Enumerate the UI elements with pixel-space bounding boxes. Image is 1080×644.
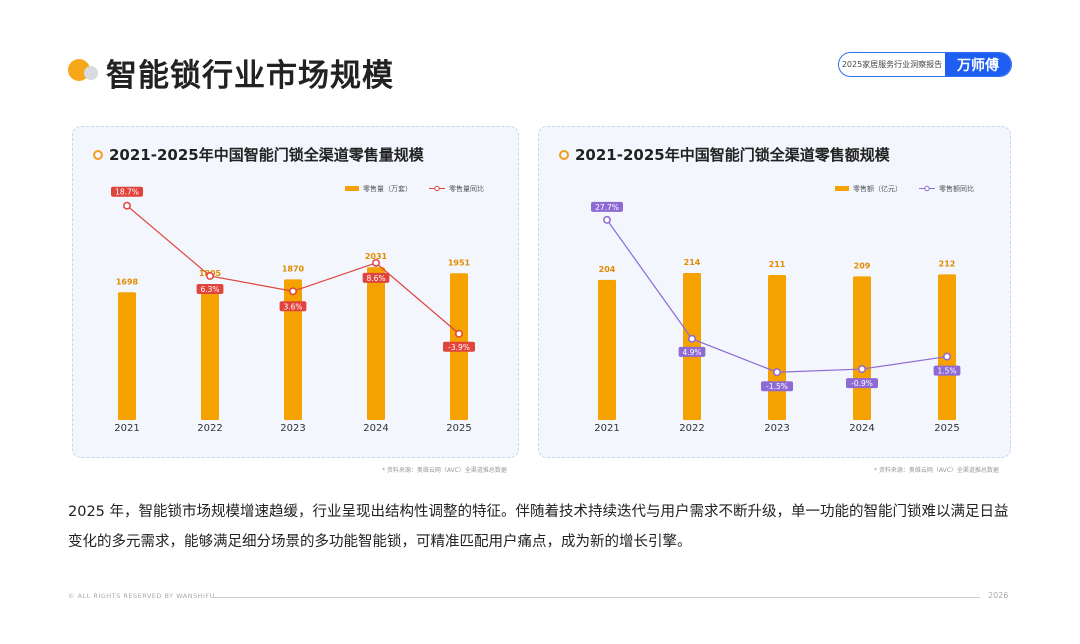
x-tick-label-2024: 2024 — [849, 423, 874, 434]
yoy-point-2022 — [206, 272, 214, 280]
yoy-label-2024: -0.9% — [851, 379, 873, 388]
legend-bar-label: 零售量（万套） — [363, 184, 412, 193]
bar-2025 — [938, 274, 956, 420]
footer-rights: © ALL RIGHTS RESERVED BY WANSHIFU — [68, 592, 215, 600]
yoy-label-2022: 4.9% — [682, 348, 701, 357]
yoy-label-2025: 1.5% — [937, 367, 956, 376]
yoy-point-2023 — [289, 287, 297, 296]
bar-value-label-2022: 214 — [684, 258, 701, 267]
yoy-label-box-2022 — [678, 346, 706, 357]
yoy-label-box-2023 — [761, 381, 793, 392]
yoy-label-box-2021 — [111, 186, 143, 197]
chart-volume: 零售量（万套）零售量同比1698202118052022187020232031… — [111, 184, 484, 434]
chart-value: 零售额（亿元） 零售额同比 204 2021 214 2022 211 2023 209 2024… — [591, 184, 974, 434]
yoy-label-box-2024 — [846, 378, 878, 389]
yoy-point-2021 — [603, 215, 611, 224]
page-title: 智能锁行业市场规模 — [106, 58, 394, 94]
source-note-value: * 资料来源：奥维云网（AVC）全渠道推总数据 — [874, 467, 999, 474]
yoy-point-2023 — [773, 368, 781, 377]
bar-value-label-2023: 211 — [769, 260, 786, 269]
title-ring-icon — [559, 149, 569, 160]
source-note-volume: * 资料来源：奥维云网（AVC）全渠道推总数据 — [382, 467, 507, 474]
yoy-label-2023: 3.6% — [283, 302, 302, 311]
yoy-label-2025: -3.9% — [448, 343, 470, 352]
body-paragraph: 2025 年，智能锁市场规模增速趋缓，行业呈现出结构性调整的特征。伴随着技术持续… — [68, 504, 1009, 550]
brand-logo: 万师傅 — [945, 53, 1011, 76]
yoy-label-2023: -1.5% — [766, 382, 788, 391]
bar-value-label-2021: 1698 — [116, 277, 139, 286]
chart-title-volume-text: 2021-2025年中国智能门锁全渠道零售量规模 — [109, 146, 424, 164]
chart-card-volume: 2021-2025年中国智能门锁全渠道零售量规模 零售量（万套） 零售量同比 169… — [72, 126, 519, 458]
bar-2021 — [118, 292, 136, 420]
yoy-label-2022: 6.3% — [200, 285, 219, 294]
footer-year: 2026 — [988, 591, 1009, 600]
yoy-label-box-2025 — [443, 341, 475, 352]
legend-bar-swatch — [835, 186, 849, 191]
report-badge-text: 2025家居服务行业洞察报告 — [841, 60, 943, 69]
legend-line-label: 零售量同比 — [449, 184, 484, 193]
chart-title-value: 2021-2025年中国智能门锁全渠道零售额规模 — [559, 144, 890, 165]
x-tick-label-2025: 2025 — [934, 423, 959, 434]
bar-2022 — [201, 284, 219, 420]
bar-2023 — [284, 279, 302, 420]
x-tick-label-2025: 2025 — [446, 423, 471, 434]
yoy-point-2021 — [123, 201, 131, 210]
yoy-label-2024: 8.6% — [366, 274, 385, 283]
report-badge: 2025家居服务行业洞察报告 万师傅 — [838, 52, 1012, 77]
bar-2024 — [367, 267, 385, 420]
yoy-point-2022 — [688, 334, 696, 343]
title-ring-icon — [93, 149, 103, 160]
yoy-label-box-2025 — [933, 365, 961, 376]
x-tick-label-2022: 2022 — [197, 423, 222, 434]
bar-value-label-2021: 204 — [599, 265, 616, 274]
yoy-label-box-2024 — [362, 272, 390, 283]
bar-2024 — [853, 276, 871, 420]
footer-divider — [212, 597, 980, 598]
bar-value-label-2025: 212 — [939, 259, 956, 268]
yoy-label-2021: 18.7% — [115, 188, 139, 197]
x-tick-label-2023: 2023 — [280, 423, 305, 434]
x-tick-label-2021: 2021 — [114, 423, 139, 434]
title-accent-dot-secondary — [84, 66, 98, 80]
yoy-point-2025 — [455, 329, 463, 338]
yoy-label-box-2021 — [591, 201, 623, 212]
x-tick-label-2023: 2023 — [764, 423, 789, 434]
chart-title-volume: 2021-2025年中国智能门锁全渠道零售量规模 — [93, 144, 424, 165]
x-tick-label-2024: 2024 — [363, 423, 388, 434]
yoy-point-2024 — [858, 365, 866, 374]
bar-value-label-2024: 209 — [854, 261, 871, 270]
bar-2021 — [598, 279, 616, 420]
yoy-label-2021: 27.7% — [595, 203, 619, 212]
legend-bar-swatch — [345, 186, 359, 191]
bar-2023 — [768, 275, 786, 420]
yoy-point-2024 — [372, 258, 380, 267]
legend-line-marker — [434, 185, 440, 192]
yoy-point-2025 — [943, 352, 951, 361]
bar-value-label-2024: 2031 — [365, 252, 388, 261]
chart-title-value-text: 2021-2025年中国智能门锁全渠道零售额规模 — [575, 146, 890, 164]
x-tick-label-2022: 2022 — [679, 423, 704, 434]
x-tick-label-2021: 2021 — [594, 423, 619, 434]
legend-bar-label: 零售额（亿元） — [853, 184, 902, 193]
legend-line-marker — [924, 185, 930, 192]
yoy-label-box-2022 — [196, 283, 224, 294]
bar-value-label-2023: 1870 — [282, 264, 305, 273]
legend-line-label: 零售额同比 — [939, 184, 974, 193]
chart-card-value: 2021-2025年中国智能门锁全渠道零售额规模 零售额（亿元） 零售额同比 204… — [538, 126, 1011, 458]
yoy-label-box-2023 — [279, 301, 307, 312]
bar-value-label-2025: 1951 — [448, 258, 471, 267]
bar-2022 — [683, 273, 701, 420]
